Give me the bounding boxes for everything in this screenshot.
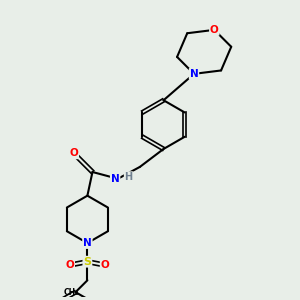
Text: N: N [111, 174, 119, 184]
Text: S: S [83, 257, 92, 267]
Text: O: O [210, 25, 219, 35]
Text: O: O [100, 260, 109, 270]
Text: O: O [65, 260, 74, 270]
Text: CH₃: CH₃ [64, 288, 79, 297]
Text: N: N [190, 69, 198, 79]
Text: H: H [124, 172, 133, 182]
Text: O: O [70, 148, 78, 158]
Text: N: N [83, 238, 92, 248]
